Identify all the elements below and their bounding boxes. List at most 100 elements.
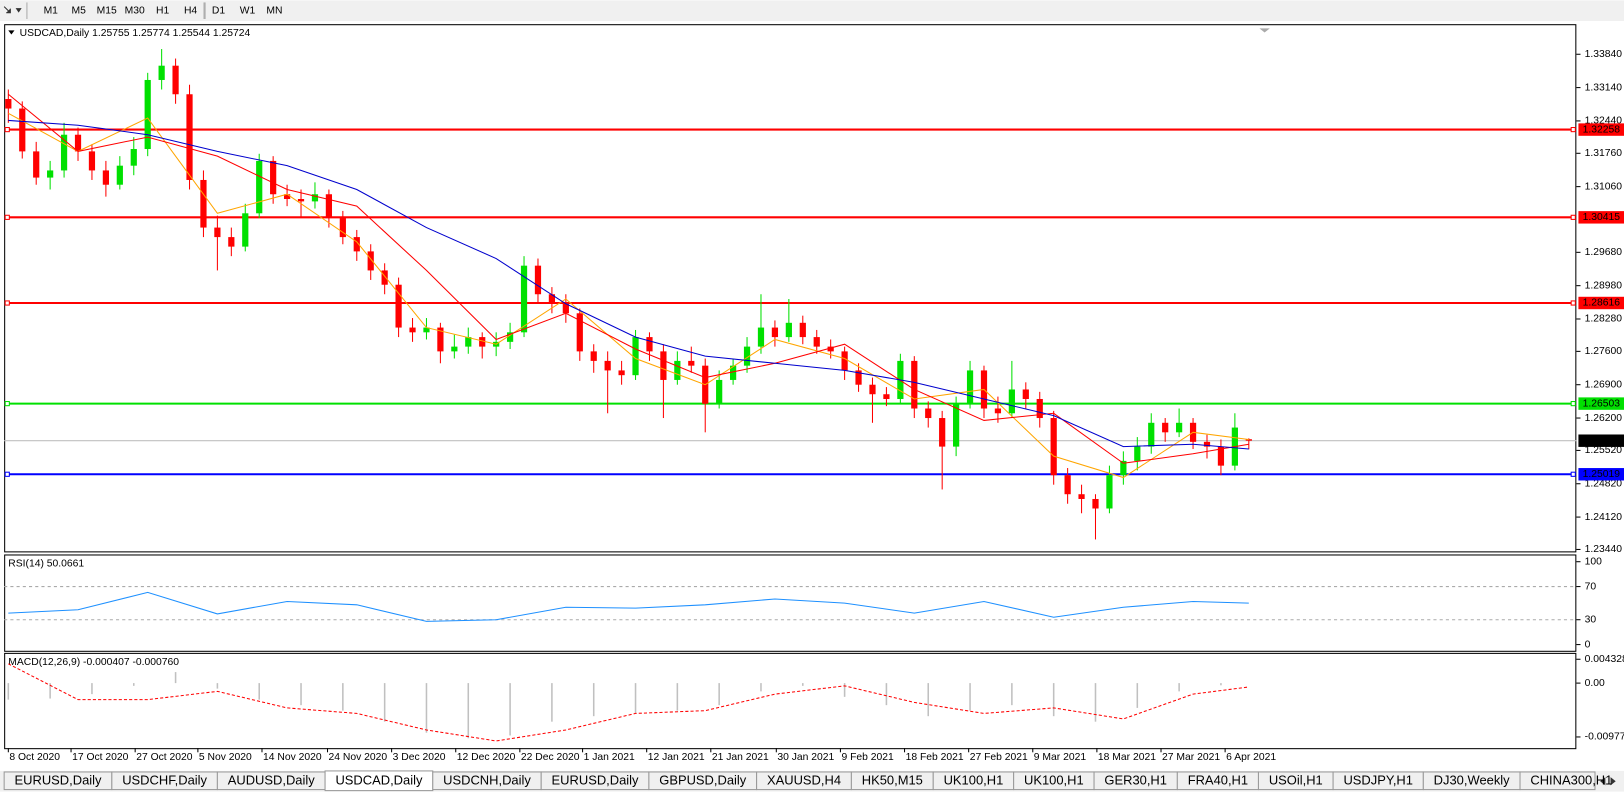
level-anchor[interactable] xyxy=(4,300,10,306)
level-price-label: 1.28616 xyxy=(1583,298,1621,309)
level-anchor[interactable] xyxy=(4,401,10,407)
x-tick-label: 27 Mar 2021 xyxy=(1162,752,1220,763)
tab-scroll[interactable] xyxy=(1600,777,1616,786)
candle-body xyxy=(1162,422,1169,433)
level-anchor[interactable] xyxy=(1570,300,1576,306)
candle-body xyxy=(465,337,472,347)
candle-body xyxy=(5,99,12,109)
symbol-tab-label[interactable]: UK100,H1 xyxy=(944,773,1004,788)
main-panel xyxy=(4,24,1577,553)
candle-body xyxy=(325,194,333,219)
candle-body xyxy=(1217,446,1225,466)
timeframe-button[interactable]: H4 xyxy=(184,5,197,16)
symbol-tab-label[interactable]: USOil,H1 xyxy=(1269,773,1323,788)
level-price-box xyxy=(1578,296,1624,310)
candle-body xyxy=(534,265,542,295)
cursor-icon[interactable] xyxy=(3,6,22,14)
last-price-box xyxy=(1578,434,1624,447)
symbol-tab[interactable] xyxy=(1519,771,1596,791)
level-price-box xyxy=(1578,123,1624,136)
last-price-label: 1.25724 xyxy=(1583,435,1621,446)
timeframe-button[interactable]: W1 xyxy=(240,5,256,16)
symbol-tab-label[interactable]: UK100,H1 xyxy=(1024,773,1084,788)
level-anchor[interactable] xyxy=(1570,214,1576,220)
symbol-tab-label[interactable]: USDJPY,H1 xyxy=(1343,773,1413,788)
timeframe-button[interactable]: M15 xyxy=(97,5,117,16)
candle-body xyxy=(799,322,806,338)
rsi-title: RSI(14) 50.0661 xyxy=(8,559,84,570)
symbol-tab-label[interactable]: USDCNH,Daily xyxy=(443,773,531,788)
candle-body xyxy=(939,418,946,447)
candle-body xyxy=(785,322,792,338)
symbol-tab-label[interactable]: EURUSD,Daily xyxy=(15,773,103,788)
x-tick-label: 14 Nov 2020 xyxy=(263,752,322,763)
level-anchor[interactable] xyxy=(4,126,10,133)
level-anchor[interactable] xyxy=(1570,401,1576,407)
symbol-tab-label[interactable]: CHINA300,H1 xyxy=(1530,773,1612,788)
candle-body xyxy=(102,170,109,185)
x-tick-label: 6 Apr 2021 xyxy=(1226,752,1276,763)
candle-body xyxy=(88,151,96,171)
y-tick-label: 0.00 xyxy=(1585,678,1605,689)
candle-body xyxy=(855,370,862,385)
collapse-arrow[interactable] xyxy=(8,30,15,35)
symbol-tab-label[interactable]: AUDUSD,Daily xyxy=(228,773,316,788)
level-anchor[interactable] xyxy=(1570,471,1576,477)
timeframe-button[interactable]: M1 xyxy=(44,5,59,16)
timeframe-button[interactable]: MN xyxy=(266,5,282,16)
symbol-tab-label[interactable]: GBPUSD,Daily xyxy=(659,773,747,788)
y-tick-label: 70 xyxy=(1585,581,1597,592)
shift-marker xyxy=(1259,28,1270,33)
level-anchor[interactable] xyxy=(4,471,10,477)
candle-body xyxy=(409,327,416,333)
candle-body xyxy=(548,294,556,304)
timeframe-button[interactable]: M5 xyxy=(72,5,87,16)
symbol-tab-label[interactable]: DJ30,Weekly xyxy=(1434,773,1511,788)
candle-body xyxy=(437,327,444,352)
level-anchor[interactable] xyxy=(1570,126,1576,133)
symbol-tab-label[interactable]: XAUUSD,H4 xyxy=(767,773,841,788)
symbol-tab-label[interactable]: USDCHF,Daily xyxy=(122,773,207,788)
symbol-tab-label[interactable]: HK50,M15 xyxy=(862,773,923,788)
level-anchor[interactable] xyxy=(4,214,10,220)
candle-body xyxy=(158,65,165,80)
symbol-tab-label[interactable]: EURUSD,Daily xyxy=(552,773,640,788)
indicator-line xyxy=(8,119,1249,450)
level-price-box xyxy=(1578,468,1624,481)
candle-body xyxy=(74,134,82,152)
candle-body xyxy=(47,170,54,178)
timeframe-button[interactable]: M30 xyxy=(125,5,145,16)
y-tick-label: 1.26200 xyxy=(1585,413,1623,424)
candle-body xyxy=(646,337,653,352)
candle-body xyxy=(1064,475,1071,495)
candle-body xyxy=(1106,475,1113,509)
candle-body xyxy=(688,360,695,366)
candle-body xyxy=(632,337,639,376)
candle-body xyxy=(506,332,514,342)
candle-body xyxy=(743,346,751,366)
candle-body xyxy=(994,408,1002,414)
candle-body xyxy=(660,351,667,380)
x-tick-label: 5 Nov 2020 xyxy=(199,752,252,763)
timeframe-button[interactable]: D1 xyxy=(212,5,225,16)
candle-body xyxy=(757,327,765,347)
x-tick-label: 27 Oct 2020 xyxy=(136,752,193,763)
candle-body xyxy=(451,346,458,352)
candle-body xyxy=(869,384,876,395)
chart-window xyxy=(0,21,1624,771)
candle-body xyxy=(813,337,820,347)
level-price-label: 1.32258 xyxy=(1583,124,1621,135)
symbol-tab-label[interactable]: FRA40,H1 xyxy=(1188,773,1248,788)
candle-body xyxy=(311,194,319,202)
x-tick-label: 17 Oct 2020 xyxy=(72,752,129,763)
candle-body xyxy=(367,251,374,271)
candle-body xyxy=(771,327,779,338)
candle-body xyxy=(339,218,346,238)
symbol-tab-label[interactable]: GER30,H1 xyxy=(1104,773,1167,788)
symbol-tab-label[interactable]: USDCAD,Daily xyxy=(335,773,423,788)
level-price-label: 1.25019 xyxy=(1583,469,1621,480)
x-tick-label: 12 Jan 2021 xyxy=(648,752,705,763)
y-tick-label: -0.00977 xyxy=(1585,732,1624,743)
timeframe-button[interactable]: H1 xyxy=(156,5,169,16)
